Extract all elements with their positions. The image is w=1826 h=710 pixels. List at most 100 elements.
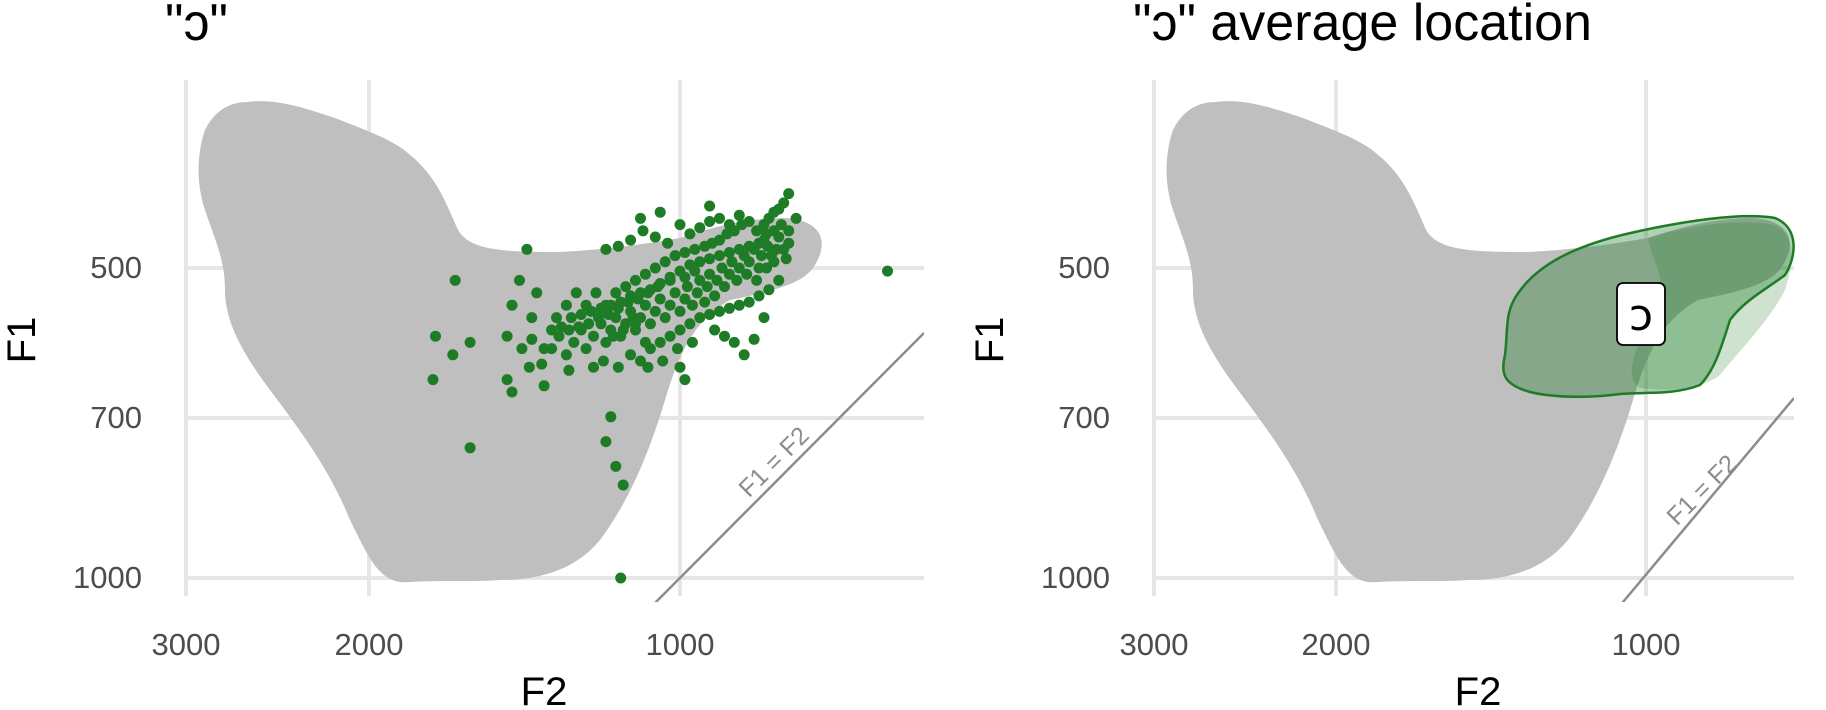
scatter-point xyxy=(605,411,617,423)
scatter-points-left xyxy=(427,188,893,584)
scatter-point xyxy=(753,237,765,249)
scatter-point xyxy=(573,321,585,333)
scatter-point xyxy=(714,212,725,224)
scatter-point xyxy=(575,309,587,320)
scatter-point xyxy=(686,336,698,348)
scatter-point xyxy=(654,278,666,289)
scatter-point xyxy=(669,250,681,262)
scatter-point xyxy=(664,330,676,342)
scatter-point xyxy=(882,265,893,277)
vowel-label-background xyxy=(1616,282,1666,346)
scatter-point xyxy=(523,361,535,373)
scatter-point xyxy=(674,265,686,277)
scatter-point xyxy=(686,299,698,311)
scatter-point xyxy=(635,287,646,299)
x-tick-label-right-2: 1000 xyxy=(1612,627,1681,662)
x-axis-label-left: F2 xyxy=(521,670,568,710)
scatter-point xyxy=(588,361,599,373)
y-tick-label-left-2: 1000 xyxy=(73,560,142,595)
scatter-point xyxy=(748,333,760,345)
scatter-point xyxy=(526,312,538,324)
scatter-point xyxy=(635,212,646,224)
scatter-point xyxy=(610,460,622,472)
scatter-point xyxy=(536,358,548,370)
x-tick-label-left-2: 1000 xyxy=(646,627,715,662)
scatter-point xyxy=(649,231,661,243)
scatter-point xyxy=(753,290,765,302)
f1-equals-f2-label-left: F1 = F2 xyxy=(733,421,814,502)
scatter-point xyxy=(570,287,582,299)
y-axis-label-right: F1 xyxy=(968,317,1012,364)
scatter-point xyxy=(780,253,792,265)
scatter-point xyxy=(615,296,627,308)
scatter-point xyxy=(464,336,476,348)
scatter-point xyxy=(600,436,612,448)
scatter-point xyxy=(625,290,637,302)
scatter-point xyxy=(565,312,577,324)
f1-equals-f2-line-left xyxy=(654,332,924,602)
scatter-point xyxy=(637,225,649,237)
scatter-point xyxy=(733,299,745,311)
scatter-point xyxy=(664,271,676,283)
y-axis-label-left: F1 xyxy=(0,317,44,364)
y-tick-label-left-1: 700 xyxy=(90,400,142,435)
scatter-point xyxy=(733,262,745,274)
scatter-point xyxy=(743,296,755,308)
scatter-point xyxy=(568,336,580,348)
scatter-point xyxy=(630,274,641,286)
scatter-point xyxy=(464,442,476,454)
scatter-point xyxy=(630,318,641,330)
scatter-point xyxy=(758,312,770,324)
scatter-point xyxy=(773,274,785,286)
panel-left: "ɔ" F1 = F2 500 700 1000 F1 3000 2000 10… xyxy=(0,0,924,710)
scatter-point xyxy=(649,262,661,274)
scatter-point xyxy=(679,293,691,305)
scatter-point xyxy=(659,312,671,324)
vowel-label-box: ɔ xyxy=(1616,282,1666,346)
chart-title-left: "ɔ" xyxy=(165,0,228,52)
scatter-point xyxy=(514,274,525,286)
x-axis-left: 3000 2000 1000 F2 xyxy=(152,627,715,710)
scatter-point xyxy=(560,349,572,361)
scatter-point xyxy=(783,225,795,237)
y-tick-label-left-0: 500 xyxy=(90,250,142,285)
scatter-point xyxy=(714,305,725,317)
scatter-point xyxy=(731,274,743,286)
scatter-point xyxy=(501,374,513,386)
scatter-point xyxy=(580,343,592,355)
scatter-point xyxy=(610,287,622,299)
scatter-point xyxy=(751,225,763,237)
scatter-point xyxy=(790,212,802,224)
scatter-point xyxy=(644,284,656,296)
scatter-point xyxy=(723,247,735,258)
scatter-point xyxy=(714,234,725,246)
scatter-point xyxy=(684,259,696,271)
scatter-point xyxy=(538,343,550,355)
scatter-point xyxy=(701,281,713,293)
scatter-point xyxy=(427,374,439,386)
scatter-point xyxy=(694,312,706,324)
x-tick-label-left-1: 2000 xyxy=(335,627,404,662)
scatter-point xyxy=(516,343,528,355)
scatter-point xyxy=(719,281,730,293)
scatter-point xyxy=(560,299,572,311)
scatter-point xyxy=(763,284,775,296)
scatter-point xyxy=(728,336,740,348)
scatter-point xyxy=(672,343,683,355)
scatter-point xyxy=(674,324,686,336)
scatter-point xyxy=(679,374,691,386)
x-axis-label-right: F2 xyxy=(1455,670,1502,710)
y-tick-label-right-2: 1000 xyxy=(1041,560,1110,595)
scatter-point xyxy=(714,250,725,262)
scatter-point xyxy=(723,268,735,280)
scatter-point xyxy=(600,336,612,348)
scatter-point xyxy=(625,349,637,361)
scatter-point xyxy=(639,336,651,348)
scatter-point xyxy=(551,312,562,324)
scatter-point xyxy=(694,274,706,286)
scatter-point xyxy=(506,386,518,398)
scatter-point xyxy=(674,219,686,231)
scatter-point xyxy=(612,240,624,252)
f1-equals-f2-line-right xyxy=(1621,397,1794,602)
scatter-point xyxy=(649,305,661,317)
